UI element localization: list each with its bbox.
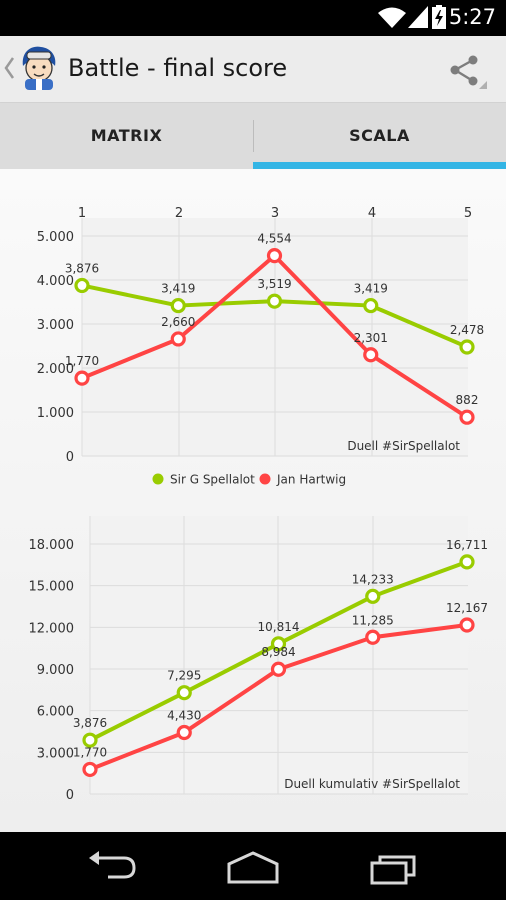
data-point bbox=[170, 297, 186, 314]
data-point bbox=[459, 409, 475, 425]
tab-scala[interactable]: SCALA bbox=[253, 103, 506, 169]
y-tick-label: 18.000 bbox=[29, 538, 75, 553]
data-label: 16,711 bbox=[446, 538, 488, 552]
data-point bbox=[170, 331, 186, 347]
home-icon[interactable] bbox=[225, 849, 281, 885]
data-point bbox=[266, 293, 283, 309]
data-label: 3,876 bbox=[73, 716, 107, 730]
data-point bbox=[365, 588, 381, 604]
data-point bbox=[459, 617, 475, 633]
chevron-left-icon[interactable] bbox=[3, 56, 15, 80]
y-tick-label: 3.000 bbox=[37, 318, 74, 333]
tab-bar: MATRIX SCALA bbox=[0, 103, 506, 169]
status-bar: 5:27 bbox=[0, 0, 506, 36]
back-icon[interactable] bbox=[84, 849, 140, 885]
app-logo-icon[interactable] bbox=[17, 44, 61, 90]
action-bar: Battle - final score bbox=[0, 36, 506, 103]
data-point bbox=[74, 277, 90, 294]
x-tick-label: 1 bbox=[78, 206, 86, 221]
wifi-icon bbox=[378, 7, 406, 28]
tab-selected-indicator bbox=[253, 162, 506, 169]
cumulative-score-chart: 0 3.000 6.000 9.000 12.000 15.000 18.000 3,876 7… bbox=[29, 516, 488, 803]
data-point bbox=[176, 685, 192, 701]
y-tick-label: 9.000 bbox=[37, 663, 74, 678]
y-tick-label: 0 bbox=[66, 450, 74, 465]
data-point bbox=[176, 724, 192, 741]
data-label: 11,285 bbox=[352, 613, 394, 627]
data-label: 2,478 bbox=[450, 323, 484, 337]
data-label: 3,876 bbox=[65, 261, 99, 275]
y-tick-label: 5.000 bbox=[37, 230, 74, 245]
data-label: 2,660 bbox=[161, 315, 195, 329]
x-tick-label: 3 bbox=[271, 206, 279, 221]
y-tick-label: 4.000 bbox=[37, 274, 74, 289]
data-point bbox=[82, 761, 98, 778]
y-tick-label: 12.000 bbox=[29, 621, 75, 636]
data-label: 7,295 bbox=[167, 669, 201, 683]
data-label: 14,233 bbox=[352, 572, 394, 586]
y-tick-label: 1.000 bbox=[37, 406, 74, 421]
x-tick-label: 5 bbox=[464, 206, 472, 221]
chart-annotation: Duell #SirSpellalot bbox=[347, 439, 460, 453]
data-label: 3,519 bbox=[257, 277, 291, 291]
data-point bbox=[266, 248, 283, 264]
data-label: 1,770 bbox=[73, 745, 107, 759]
chart-content[interactable]: 0 1.000 2.000 3.000 4.000 5.000 1 2 3 4 5 3,876 3,41… bbox=[0, 169, 506, 832]
x-tick-label: 4 bbox=[368, 206, 376, 221]
recent-apps-icon[interactable] bbox=[366, 849, 422, 885]
data-label: 3,419 bbox=[354, 282, 388, 296]
data-label: 882 bbox=[456, 393, 479, 407]
data-label: 10,814 bbox=[258, 620, 300, 634]
page-title: Battle - final score bbox=[68, 54, 288, 82]
share-icon[interactable] bbox=[446, 52, 488, 90]
y-tick-label: 2.000 bbox=[37, 362, 74, 377]
data-label: 4,430 bbox=[167, 708, 201, 722]
legend-swatch bbox=[259, 473, 271, 485]
x-tick-label: 2 bbox=[175, 206, 183, 221]
score-per-round-chart: 0 1.000 2.000 3.000 4.000 5.000 1 2 3 4 5 3,876 3,41… bbox=[37, 206, 484, 487]
chart-annotation: Duell kumulativ #SirSpellalot bbox=[284, 777, 460, 791]
legend-swatch bbox=[152, 473, 164, 485]
tab-matrix[interactable]: MATRIX bbox=[90, 126, 163, 145]
y-tick-label: 6.000 bbox=[37, 705, 74, 720]
legend-label: Jan Hartwig bbox=[276, 473, 346, 487]
y-tick-label: 0 bbox=[66, 788, 74, 803]
data-label: 3,419 bbox=[161, 282, 195, 296]
data-point bbox=[270, 661, 287, 677]
data-point bbox=[363, 347, 379, 363]
data-label: 8,984 bbox=[261, 645, 295, 659]
legend-label: Sir G Spellalot bbox=[170, 473, 255, 487]
battery-icon bbox=[432, 5, 446, 29]
data-point bbox=[74, 370, 90, 386]
navigation-bar bbox=[0, 832, 506, 900]
data-point bbox=[459, 339, 475, 355]
plot-area bbox=[90, 516, 468, 794]
tab-divider bbox=[253, 120, 254, 152]
data-point bbox=[365, 629, 381, 645]
data-label: 12,167 bbox=[446, 601, 488, 615]
data-point bbox=[82, 732, 98, 748]
data-point bbox=[270, 636, 287, 652]
data-point bbox=[363, 297, 379, 314]
signal-icon bbox=[408, 6, 428, 28]
data-label: 2,301 bbox=[354, 331, 388, 345]
data-label: 4,554 bbox=[257, 232, 291, 246]
data-label: 1,770 bbox=[65, 354, 99, 368]
data-point bbox=[459, 554, 475, 570]
y-tick-label: 15.000 bbox=[29, 580, 75, 595]
status-time: 5:27 bbox=[448, 5, 496, 29]
y-tick-label: 3.000 bbox=[37, 746, 74, 761]
tab-scala-label: SCALA bbox=[349, 126, 410, 145]
